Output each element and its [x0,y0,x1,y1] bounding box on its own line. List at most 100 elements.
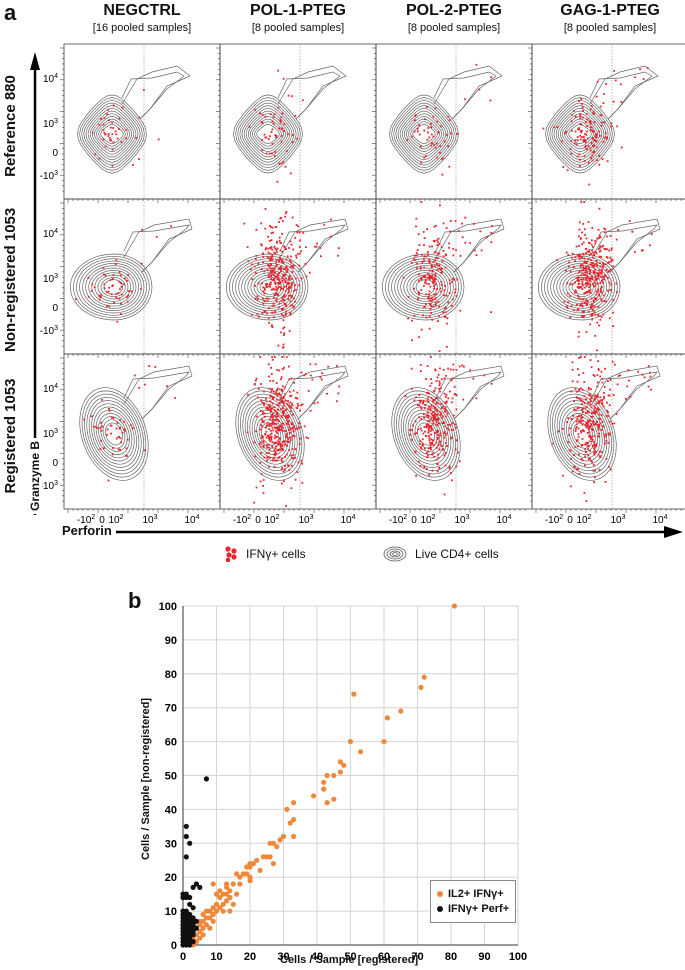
ifng-cell-dot [592,112,594,115]
ifng-cell-dot [314,245,316,248]
ifng-cell-dot [584,302,586,304]
ifng-cell-dot [170,225,172,228]
ifng-cell-dot [280,135,283,137]
ifng-cell-dot [594,250,596,253]
ifng-cell-dot [576,397,579,399]
ifng-cell-dot [126,300,129,303]
ifng-cell-dot [269,418,272,420]
flow-panel [528,43,685,203]
ifng-cell-dot [580,431,583,434]
ifng-cell-dot [90,290,93,292]
ifng-cell-dot [282,346,285,349]
flow-panel [216,198,377,358]
ifng-cell-dot [292,430,295,433]
ifng-cell-dot [603,392,605,394]
y-tick-label: 40 [165,804,177,816]
ifng-cell-dot [416,404,419,406]
ifng-cell-dot [106,428,109,431]
ifng-cell-dot [589,269,592,271]
ifng-cell-dot [573,400,575,402]
x-tick-label: 0 [99,515,105,526]
ifng-cell-dot [254,297,257,300]
il2-ifng-point [210,881,216,887]
contour-line [396,393,456,475]
ifng-perf-point [183,833,189,840]
ifng-cell-dot [289,260,292,263]
ifng-cell-dot [270,272,273,275]
ifng-cell-dot [591,445,594,447]
ifng-cell-dot [612,100,615,103]
ifng-cell-dot [581,284,584,287]
ifng-cell-dot [268,276,271,278]
ifng-cell-dot [98,157,101,160]
ifng-cell-dot [601,420,604,423]
ifng-cell-dot [427,251,429,253]
ifng-cell-dot [437,456,440,459]
ifng-cell-dot [433,225,436,228]
ifng-cell-dot [272,459,274,462]
ifng-cell-dot [268,321,270,324]
ifng-cell-dot [589,278,592,281]
ifng-cell-dot [284,409,287,411]
ifng-cell-dot [436,430,438,432]
ifng-cell-dot [279,119,282,121]
ifng-cell-dot [287,400,289,402]
ifng-cell-dot [277,106,280,109]
ifng-cell-dot [282,160,284,163]
ifng-cell-dot [436,269,439,271]
ifng-cell-dot [263,287,266,290]
legend-label: Live CD4+ cells [415,547,499,561]
ifng-cell-dot [272,267,275,270]
contour-line [242,396,298,472]
ifng-cell-dot [274,454,276,457]
il2-ifng-point [234,891,240,897]
ifng-cell-dot [270,367,272,369]
ifng-cell-dot [430,442,432,445]
ifng-cell-dot [461,222,463,225]
ifng-cell-dot [414,254,416,257]
ifng-cell-dot [117,292,120,294]
y-tick-label: -103 [40,480,58,492]
ifng-cell-dot [603,397,605,400]
ifng-cell-dot [589,450,591,452]
ifng-cell-dot [613,70,616,72]
ifng-cell-dot [598,207,601,210]
ifng-cell-dot [430,300,433,303]
ifng-cell-dot [486,236,488,238]
ifng-cell-dot [451,281,454,283]
ifng-cell-dot [463,365,465,368]
ifng-cell-dot [289,240,292,243]
ifng-cell-dot [268,466,270,468]
ifng-cell-dot [600,299,603,302]
ifng-cell-dot [251,263,253,266]
ifng-cell-dot [277,429,280,432]
ifng-cell-dot [110,432,112,435]
contour-line [545,94,615,174]
ifng-cell-dot [574,428,577,430]
ifng-cell-dot [574,139,577,141]
ifng-cell-dot [585,285,588,288]
ifng-cell-dot [607,441,610,444]
ifng-cell-dot [449,424,452,426]
ifng-cell-dot [599,290,602,293]
il2-ifng-point [451,603,457,609]
contour-rings-icon [383,546,407,562]
ifng-cell-dot [432,399,435,402]
ifng-cell-dot [273,251,276,254]
ifng-cell-dot [285,248,287,250]
ifng-cell-dot [115,259,118,262]
ifng-cell-dot [425,435,428,437]
y-tick-label: 60 [165,737,177,749]
ifng-cell-dot [422,275,425,278]
ifng-cell-dot [490,232,493,234]
ifng-cell-dot [592,110,595,113]
ifng-perf-point [183,854,189,860]
ifng-cell-dot [574,430,577,432]
ifng-cell-dot [415,225,417,228]
ifng-cell-dot [276,427,279,430]
ifng-cell-dot [291,295,293,297]
ifng-cell-dot [280,408,282,411]
ifng-cell-dot [612,311,614,314]
ifng-perf-point [190,939,196,945]
panel-b-letter: b [128,588,142,613]
